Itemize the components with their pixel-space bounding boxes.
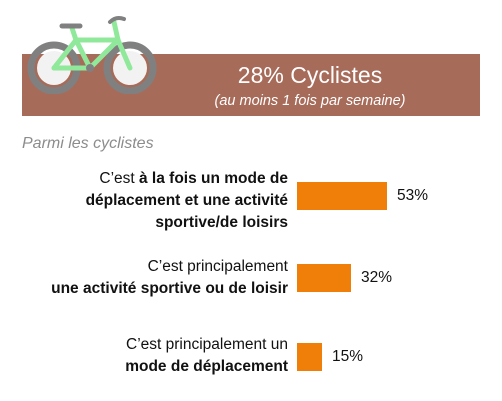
value-label: 53% bbox=[397, 187, 429, 204]
bar bbox=[297, 264, 351, 292]
banner-title: 28% Cyclistes bbox=[237, 62, 383, 88]
category-label: C’est principalement une activité sportiv… bbox=[51, 256, 288, 300]
category-label-part: à la fois un mode de bbox=[139, 170, 288, 187]
category-label-part: une activité sportive ou de loisir bbox=[51, 280, 288, 297]
category-label-part: mode de déplacement bbox=[125, 358, 288, 375]
category-label: C’est à la fois un mode de déplacement et… bbox=[86, 168, 288, 234]
category-label-part: C’est principalement un bbox=[126, 336, 288, 353]
bicycle-icon bbox=[27, 16, 157, 94]
category-label-part: C’est bbox=[99, 170, 139, 187]
bar bbox=[297, 182, 387, 210]
header-banner bbox=[22, 54, 480, 116]
category-label-part: sportive/de loisirs bbox=[155, 214, 288, 231]
category-label-part: C’est principalement bbox=[147, 258, 288, 275]
value-label: 15% bbox=[332, 348, 364, 365]
banner-subtitle: (au moins 1 fois par semaine) bbox=[214, 93, 406, 109]
category-label: C’est principalement un mode de déplaceme… bbox=[125, 334, 288, 378]
section-label: Parmi les cyclistes bbox=[22, 135, 154, 152]
value-label: 32% bbox=[361, 269, 393, 286]
category-label-part: déplacement et une activité bbox=[85, 192, 288, 209]
bar bbox=[297, 343, 322, 371]
